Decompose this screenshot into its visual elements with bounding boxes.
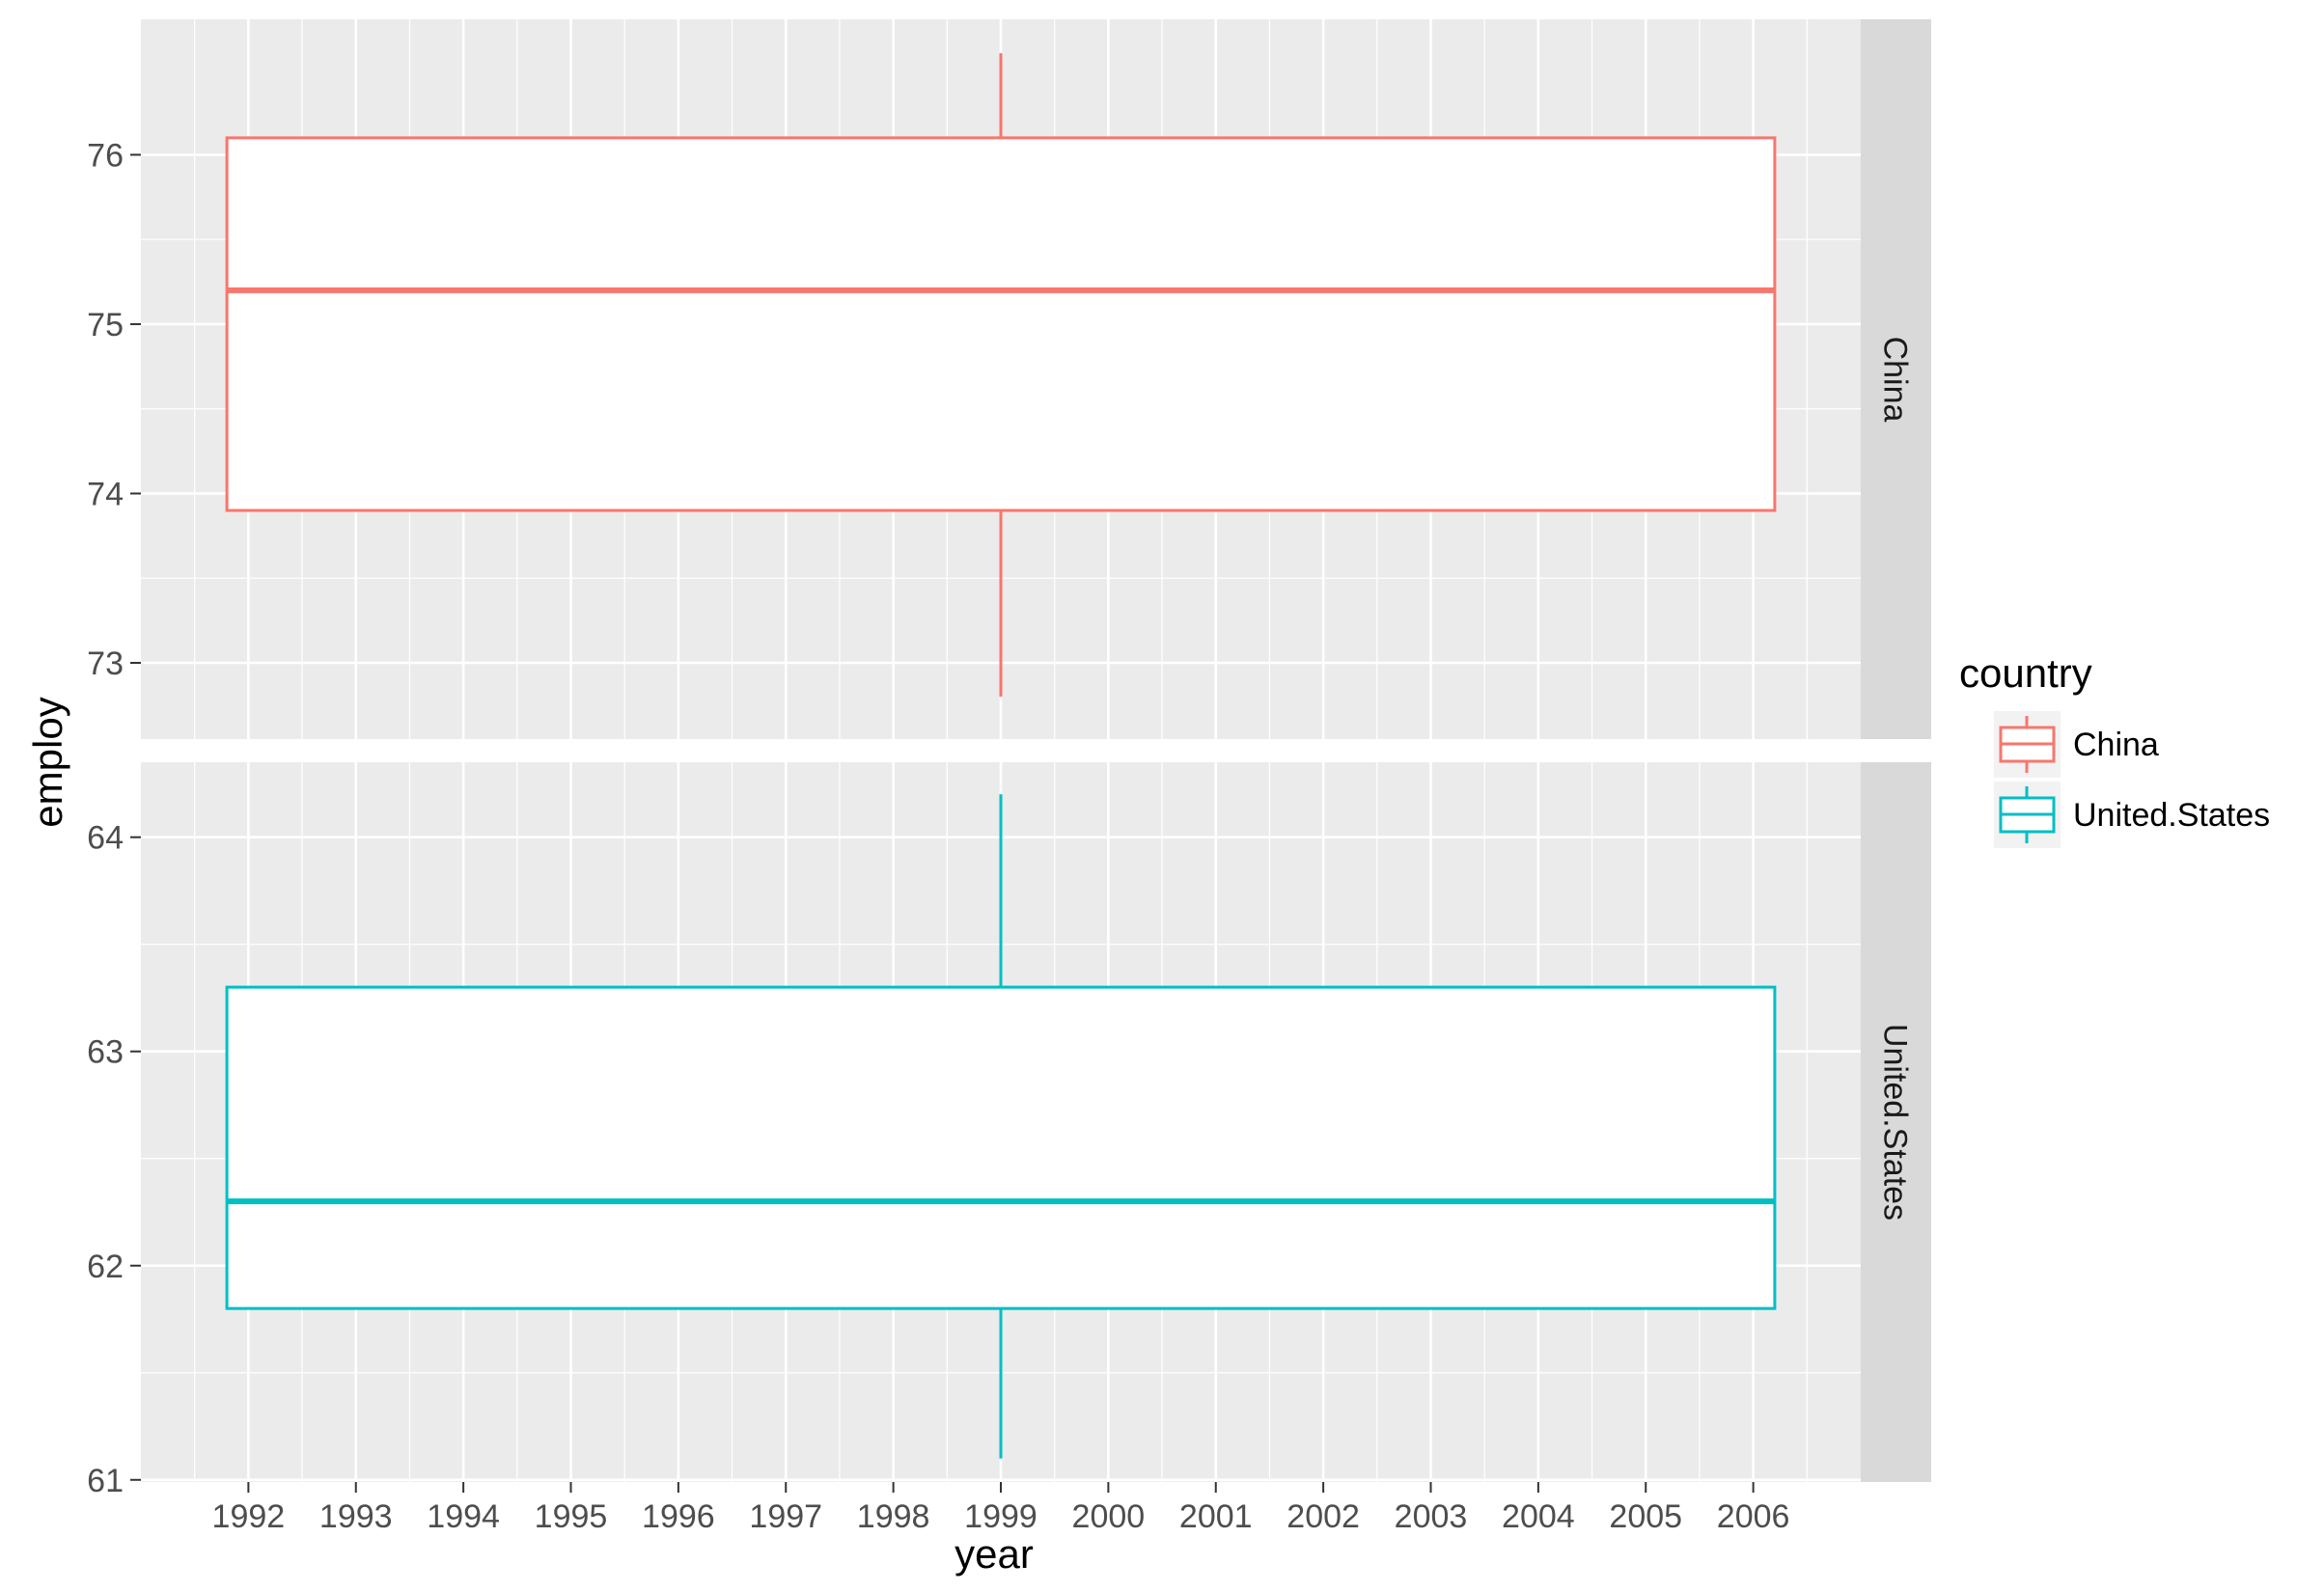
y-tick-label: 73	[87, 645, 124, 682]
legend: country China United.States	[1959, 650, 2270, 848]
x-tick-label: 2002	[1286, 1498, 1360, 1535]
panel-united-states: 61 62 63 64 United.States	[87, 762, 1931, 1499]
panel-china: 73 74 75 76 China	[87, 19, 1931, 739]
facet-strip	[1861, 19, 1931, 739]
x-tick-label: 2006	[1717, 1498, 1790, 1535]
x-tick-label: 2003	[1395, 1498, 1468, 1535]
legend-label: United.States	[2073, 797, 2270, 834]
x-tick-label: 2005	[1609, 1498, 1682, 1535]
facet-strip-label: China	[1877, 337, 1914, 423]
x-tick-label: 1997	[749, 1498, 822, 1535]
boxplot	[225, 53, 1777, 698]
x-tick-label: 1993	[319, 1498, 393, 1535]
x-tick-label: 1994	[427, 1498, 500, 1535]
legend-item: United.States	[1994, 782, 2270, 848]
y-tick-label: 64	[87, 820, 124, 857]
legend-title: country	[1959, 650, 2092, 696]
y-tick-label: 61	[87, 1463, 124, 1499]
facet-panels: 73 74 75 76 China 61 62 63 64 United.States	[87, 19, 1931, 1499]
x-axis-title: year	[954, 1531, 1034, 1577]
y-tick-label: 63	[87, 1034, 124, 1071]
y-tick-label: 74	[87, 476, 124, 512]
box-iqr	[225, 136, 1777, 512]
facet-strip-label: United.States	[1877, 1024, 1914, 1221]
x-tick-label: 1996	[642, 1498, 715, 1535]
x-tick-label: 1999	[964, 1498, 1038, 1535]
boxplot	[225, 794, 1777, 1459]
x-tick-label: 2004	[1502, 1498, 1575, 1535]
x-tick-label: 1995	[535, 1498, 608, 1535]
y-axis-title: employ	[25, 697, 70, 827]
x-tick-label: 2000	[1072, 1498, 1146, 1535]
legend-label: China	[2073, 727, 2159, 763]
x-tick-label: 1998	[857, 1498, 930, 1535]
legend-item: China	[1994, 711, 2159, 778]
facet-strip	[1861, 762, 1931, 1482]
x-axis: 1992 1993 1994 1995 1996 1997 1998 1999 2000 2001…	[212, 1482, 1790, 1535]
x-tick-label: 1992	[212, 1498, 286, 1535]
box-iqr	[225, 985, 1777, 1310]
y-tick-label: 75	[87, 307, 124, 343]
x-tick-label: 2001	[1179, 1498, 1253, 1535]
y-tick-label: 62	[87, 1249, 124, 1285]
y-tick-label: 76	[87, 137, 124, 174]
